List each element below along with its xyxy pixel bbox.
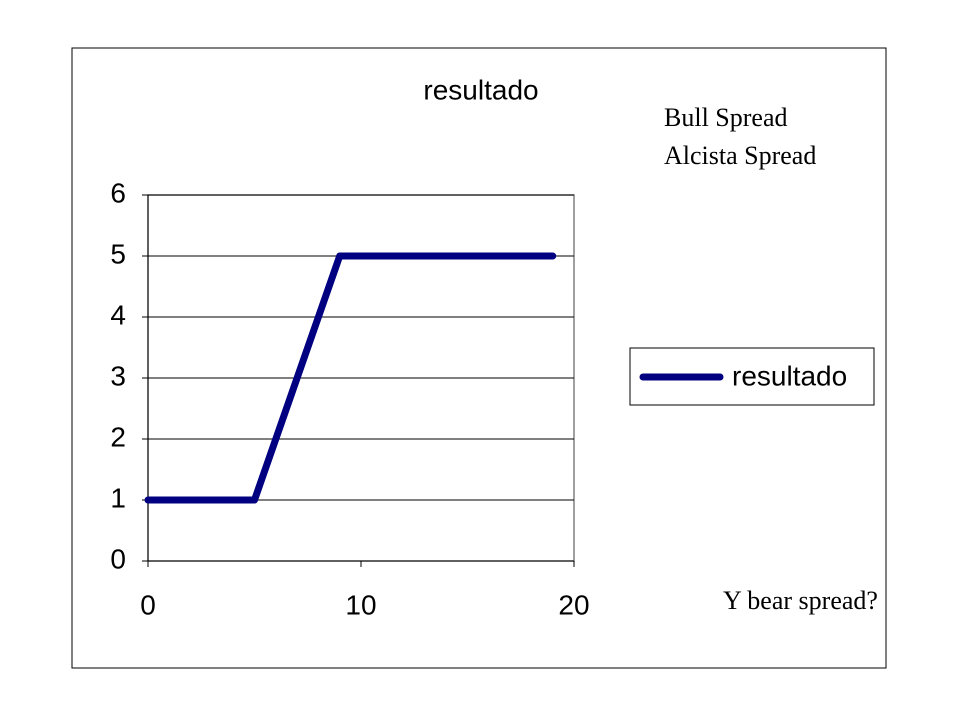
y-tick-label: 1 <box>110 482 126 513</box>
x-tick-label: 0 <box>140 589 156 620</box>
x-tick-label: 20 <box>558 589 589 620</box>
y-tick-label: 5 <box>110 238 126 269</box>
annotation: Alcista Spread <box>664 141 816 170</box>
annotation: Bull Spread <box>664 103 788 132</box>
chart-title: resultado <box>423 74 538 105</box>
y-tick-label: 6 <box>110 177 126 208</box>
y-tick-label: 3 <box>110 360 126 391</box>
y-tick-label: 2 <box>110 421 126 452</box>
legend-label: resultado <box>732 360 847 391</box>
y-tick-label: 0 <box>110 543 126 574</box>
x-tick-label: 10 <box>345 589 376 620</box>
y-tick-label: 4 <box>110 299 126 330</box>
annotation: Y bear spread? <box>723 586 878 615</box>
data-line <box>144 252 557 504</box>
